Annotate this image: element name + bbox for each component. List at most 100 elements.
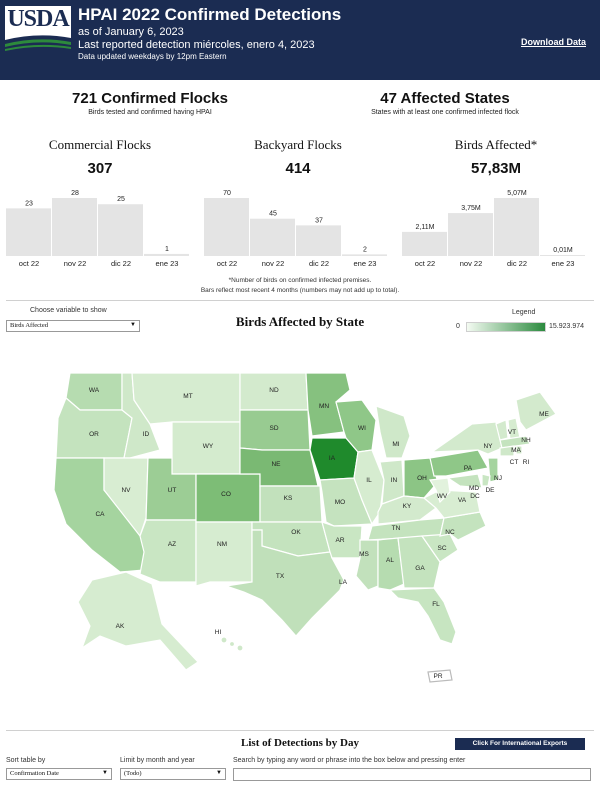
state-label-fl: FL (432, 601, 440, 608)
state-label-ar: AR (335, 537, 344, 544)
page-title: HPAI 2022 Confirmed Detections (78, 5, 342, 24)
state-pr (427, 669, 453, 683)
state-label-in: IN (391, 477, 398, 484)
state-label-pr: PR (433, 673, 442, 680)
confirmed-flocks-desc: Birds tested and confirmed having HPAI (88, 109, 212, 116)
state-label-wi: WI (358, 425, 366, 432)
chevron-down-icon: ▼ (102, 770, 108, 776)
state-label-vt: VT (508, 429, 516, 436)
bar-1-0 (204, 198, 249, 256)
affected-states-total: 47 Affected States (380, 90, 510, 107)
x-tick-label: dic 22 (507, 259, 527, 268)
last-reported: Last reported detection miércoles, enero… (78, 39, 315, 51)
state-il (353, 449, 385, 526)
birds-affected-total: 57,83M (470, 160, 522, 177)
x-tick-label: ene 23 (552, 259, 575, 268)
state-label-wa: WA (89, 387, 100, 394)
state-label-mt: MT (183, 393, 192, 400)
usda-logo: USDA (5, 6, 71, 52)
variable-select-label: Choose variable to show (30, 307, 107, 314)
backyard-flocks-total: 414 (285, 160, 311, 177)
state-label-nm: NM (217, 541, 227, 548)
state-label-ak: AK (116, 623, 125, 630)
state-label-il: IL (366, 477, 372, 484)
sort-select-value: Confirmation Date (10, 770, 59, 777)
state-ct (499, 445, 515, 457)
state-label-sd: SD (269, 425, 278, 432)
bars-footnote: Bars reflect most recent 4 months (numbe… (200, 287, 400, 294)
bar-2-1 (448, 213, 493, 256)
monthly-bar-charts: 23 oct 22 28 nov 22 25 dic 22 1 ene 23 70 oct 22 4… (6, 190, 585, 268)
chevron-down-icon: ▼ (130, 322, 136, 328)
backyard-flocks-title: Backyard Flocks (254, 137, 342, 152)
x-tick-label: ene 23 (354, 259, 377, 268)
state-label-wy: WY (203, 443, 214, 450)
bar-2-3 (540, 255, 585, 256)
state-wv (429, 477, 451, 504)
state-ks (259, 485, 323, 523)
bar-0-1 (52, 198, 97, 256)
x-tick-label: nov 22 (460, 259, 483, 268)
state-label-dc: DC (470, 493, 480, 500)
x-tick-label: ene 23 (156, 259, 179, 268)
bar-value-label: 3,75M (461, 205, 481, 212)
state-label-co: CO (221, 491, 231, 498)
bar-value-label: 70 (223, 190, 231, 197)
state-label-sc: SC (437, 545, 446, 552)
bar-1-3 (342, 254, 387, 256)
download-data-link[interactable]: Download Data (520, 37, 586, 47)
state-label-la: LA (339, 579, 348, 586)
x-tick-label: oct 22 (217, 259, 237, 268)
state-label-hi: HI (215, 629, 222, 636)
state-label-ct: CT (510, 459, 519, 466)
x-tick-label: nov 22 (262, 259, 285, 268)
confirmed-flocks-total: 721 Confirmed Flocks (72, 90, 228, 107)
x-tick-label: oct 22 (19, 259, 39, 268)
state-me (515, 391, 557, 431)
state-label-nd: ND (269, 387, 279, 394)
list-title: List of Detections by Day (241, 737, 359, 749)
list-divider (6, 730, 594, 731)
commercial-flocks-total: 307 (87, 160, 113, 177)
variable-select-value: Birds Affected (10, 322, 48, 329)
bar-value-label: 2,11M (416, 224, 435, 231)
bar-value-label: 1 (165, 246, 169, 253)
map-title: Birds Affected by State (235, 314, 365, 329)
state-al (377, 537, 405, 591)
state-vt (495, 419, 509, 441)
search-input[interactable] (233, 768, 591, 781)
legend-max: 15.923.974 (549, 323, 585, 330)
limit-select[interactable]: (Todo) ▼ (120, 768, 226, 780)
bar-2-0 (402, 231, 447, 256)
state-label-nv: NV (121, 487, 131, 494)
bar-value-label: 37 (315, 217, 323, 224)
state-label-oh: OH (417, 475, 427, 482)
state-label-ks: KS (284, 495, 293, 502)
state-label-ne: NE (271, 461, 281, 468)
sort-select[interactable]: Confirmation Date ▼ (6, 768, 112, 780)
state-label-ms: MS (359, 551, 369, 558)
state-pa (429, 449, 489, 477)
bar-1-1 (250, 218, 295, 256)
international-exports-button[interactable]: Click For International Exports (455, 738, 585, 750)
birds-affected-title: Birds Affected* (454, 137, 538, 152)
legend-min: 0 (456, 323, 460, 330)
state-label-de: DE (485, 487, 495, 494)
state-label-nj: NJ (494, 475, 502, 482)
state-de (481, 473, 491, 487)
state-ga (397, 535, 441, 589)
state-label-ky: KY (403, 503, 412, 510)
state-label-ma: MA (511, 447, 521, 454)
state-label-md: MD (469, 485, 479, 492)
search-label: Search by typing any word or phrase into… (233, 757, 466, 764)
update-note: Data updated weekdays by 12pm Eastern (78, 52, 227, 61)
affected-states-desc: States with at least one confirmed infec… (371, 109, 519, 116)
state-co (195, 473, 261, 523)
bar-0-2 (98, 204, 143, 256)
variable-select[interactable]: Birds Affected ▼ (6, 320, 140, 332)
state-label-ia: IA (329, 455, 336, 462)
state-label-al: AL (386, 557, 394, 564)
state-az (139, 519, 197, 583)
state-label-tn: TN (392, 525, 401, 532)
header-bar: USDA HPAI 2022 Confirmed Detections as o… (0, 0, 600, 80)
